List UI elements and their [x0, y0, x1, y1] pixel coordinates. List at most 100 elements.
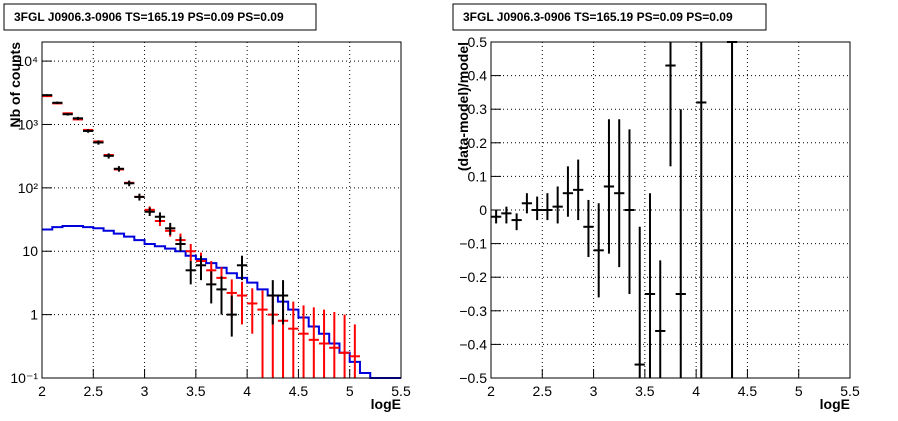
model-point	[236, 281, 248, 325]
y-tick-label: 0	[479, 202, 487, 218]
y-tick-label: 10²	[18, 180, 39, 196]
residual-point	[665, 42, 676, 167]
counts-y-label: Nb of counts	[7, 42, 23, 128]
residual-point	[675, 109, 686, 378]
data-point	[72, 116, 84, 120]
model-point	[298, 305, 309, 378]
residual-point	[501, 206, 512, 224]
residual-point	[521, 193, 533, 214]
x-tick-label: 5	[795, 383, 803, 399]
model-point	[288, 301, 299, 378]
data-point	[175, 236, 186, 252]
model-point	[349, 324, 360, 378]
data-point	[113, 166, 125, 172]
data-point	[144, 207, 155, 216]
y-tick-label: 10³	[18, 116, 39, 132]
model-point	[185, 244, 196, 262]
data-point	[267, 280, 278, 325]
x-tick-label: 3.5	[186, 383, 206, 399]
residual-point	[614, 119, 625, 268]
model-point	[329, 311, 340, 378]
x-tick-label: 4	[243, 383, 251, 399]
residual-title: 3FGL J0906.3-0906 TS=165.19 PS=0.09 PS=0…	[463, 10, 733, 24]
data-point	[62, 112, 73, 116]
counts-title: 3FGL J0906.3-0906 TS=165.19 PS=0.09 PS=0…	[14, 10, 284, 24]
data-point	[195, 255, 207, 281]
residual-panel: 3FGL J0906.3-0906 TS=165.19 PS=0.09 PS=0…	[452, 3, 860, 412]
data-point	[93, 140, 104, 145]
residual-point	[644, 193, 656, 378]
data-point	[185, 261, 196, 285]
x-tick-label: 5.5	[391, 383, 411, 399]
residual-point	[593, 203, 604, 298]
y-tick-label: −0.2	[459, 269, 487, 285]
residual-point	[603, 119, 615, 254]
data-point	[165, 222, 176, 236]
x-tick-label: 5.5	[840, 383, 860, 399]
counts-title-box	[3, 3, 317, 31]
data-point	[103, 153, 114, 159]
y-tick-label: −0.1	[459, 236, 487, 252]
x-tick-label: 4.5	[289, 383, 309, 399]
residual-point	[491, 210, 502, 224]
residual-x-label: logE	[820, 396, 850, 412]
y-tick-label: −0.4	[459, 336, 487, 352]
data-errorbars	[42, 94, 289, 337]
x-tick-label: 4	[692, 383, 700, 399]
y-tick-label: 0.5	[468, 34, 488, 50]
x-tick-label: 2.5	[84, 383, 104, 399]
y-tick-label: 10⁴	[16, 53, 38, 69]
counts-grid	[41, 42, 402, 379]
y-tick-label: 0.2	[468, 135, 488, 151]
x-tick-label: 3	[590, 383, 598, 399]
counts-x-label: logE	[371, 396, 401, 412]
data-point	[236, 255, 248, 281]
y-tick-label: 0.1	[468, 168, 488, 184]
residual-y-ticks: −0.5 −0.4 −0.3 −0.2 −0.1 0 0.1 0.2 0.3 0.4 0.5	[459, 34, 501, 386]
model-point	[318, 309, 330, 378]
model-errorbars	[42, 95, 360, 378]
residual-title-box	[452, 3, 767, 31]
counts-y-ticks: 10⁻¹ 1 10 10² 10³ 10⁴	[10, 53, 52, 386]
x-tick-label: 2	[38, 383, 46, 399]
x-tick-label: 2	[487, 383, 495, 399]
y-tick-label: 0.3	[468, 101, 488, 117]
data-point	[277, 280, 289, 325]
counts-panel: 3FGL J0906.3-0906 TS=165.19 PS=0.09 PS=0…	[3, 3, 411, 412]
y-tick-label: −0.5	[459, 370, 487, 386]
data-point	[226, 295, 237, 337]
residual-errorbars	[491, 41, 738, 378]
data-point	[216, 276, 227, 315]
x-tick-label: 4.5	[738, 383, 758, 399]
residual-point	[562, 166, 574, 217]
y-tick-label: 10⁻¹	[10, 370, 38, 386]
residual-x-ticks: 2 2.5 3 3.5 4 4.5 5 5.5	[487, 369, 860, 399]
residual-point	[655, 260, 666, 378]
data-point	[42, 94, 53, 97]
residual-point	[542, 193, 553, 221]
residual-point	[511, 213, 522, 231]
data-point	[52, 101, 63, 105]
data-point	[134, 193, 145, 201]
residual-point	[583, 199, 594, 258]
counts-x-ticks: 2 2.5 3 3.5 4 4.5 5 5.5	[38, 369, 411, 399]
model-point	[257, 290, 268, 378]
residual-point	[634, 226, 645, 378]
data-point	[83, 129, 94, 133]
y-tick-label: −0.3	[459, 303, 487, 319]
data-point	[124, 180, 135, 187]
residual-point	[532, 196, 543, 221]
residual-point	[624, 129, 635, 294]
data-point	[206, 271, 217, 304]
residual-point	[573, 159, 584, 221]
residual-point	[552, 186, 563, 224]
model-point	[339, 314, 350, 378]
residual-point	[696, 42, 707, 378]
model-point	[247, 288, 258, 334]
data-point	[154, 212, 166, 222]
x-tick-label: 2.5	[533, 383, 553, 399]
residual-y-label: (data-model)/model	[455, 42, 471, 171]
model-point	[308, 307, 319, 378]
x-tick-label: 5	[346, 383, 354, 399]
